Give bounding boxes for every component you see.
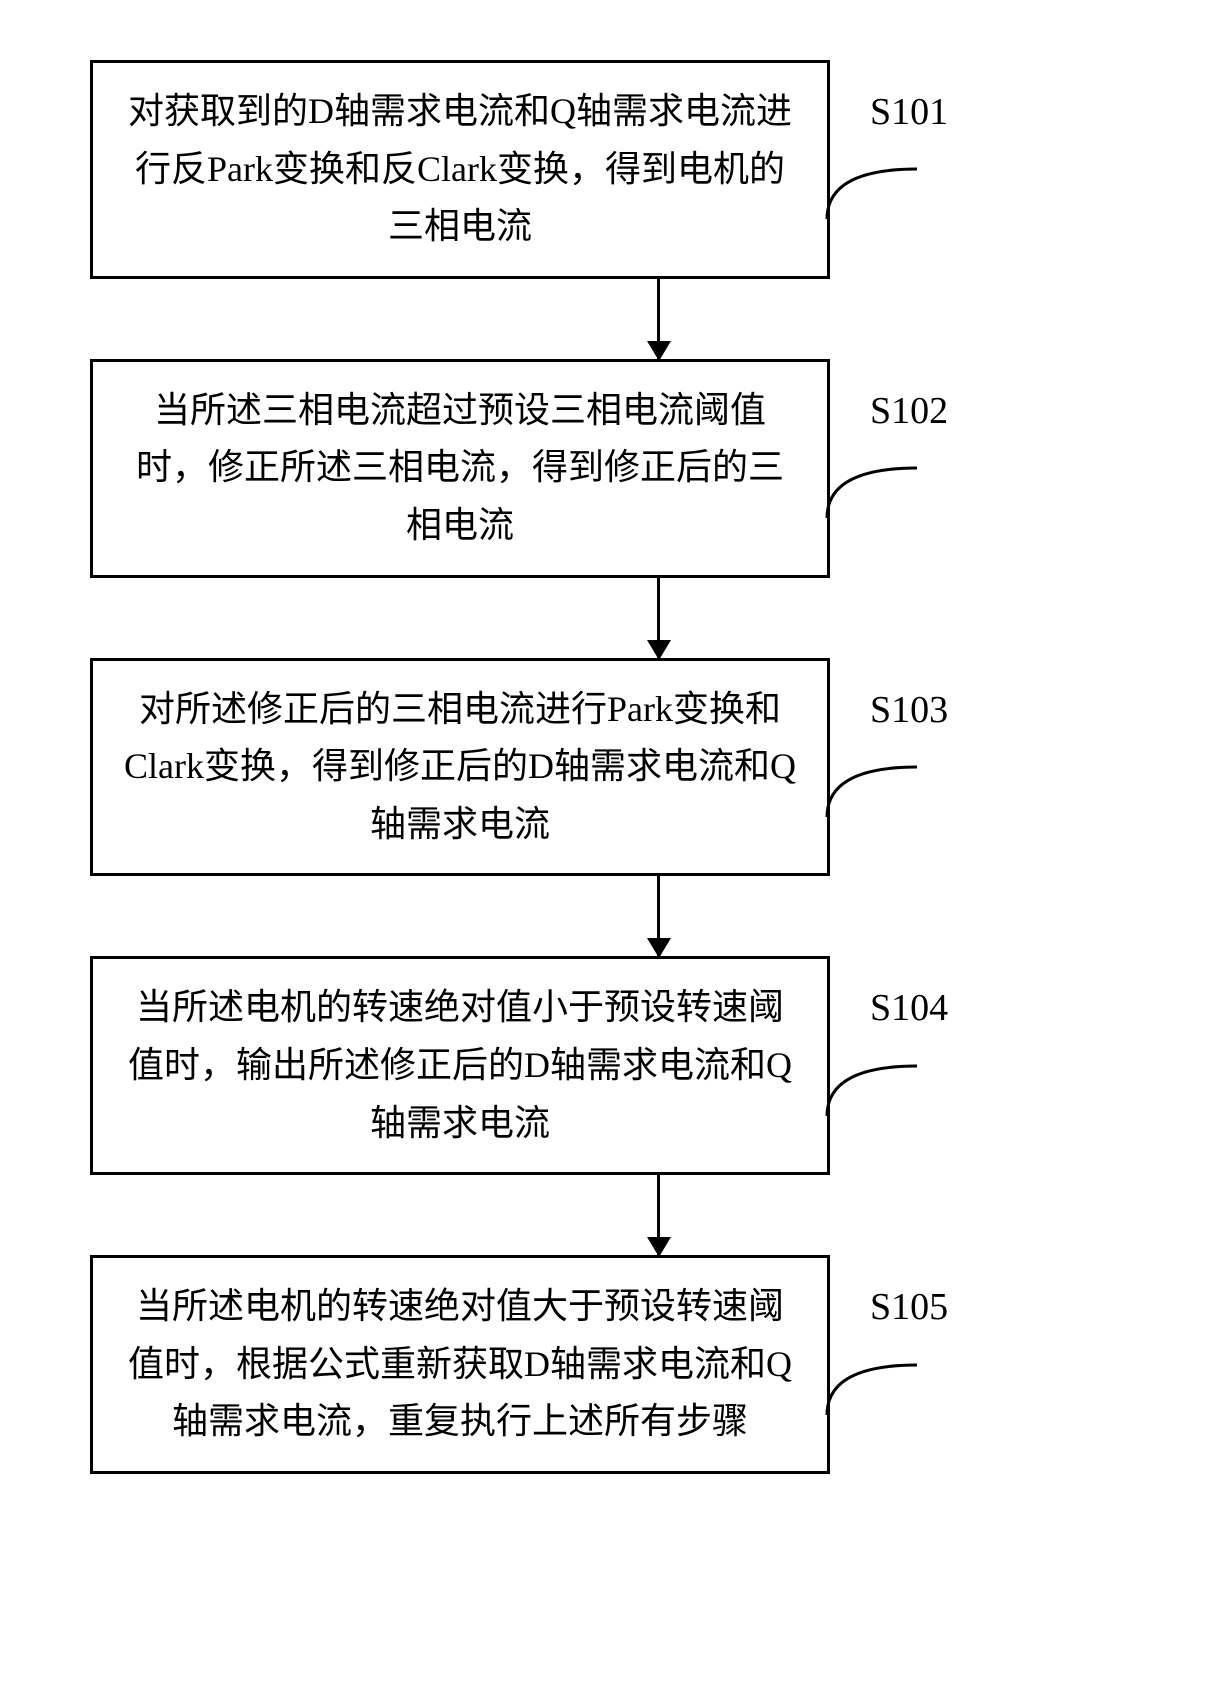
step-label: S101 [870, 90, 948, 134]
arrow-down-icon [657, 1175, 660, 1255]
step-box-s102: 当所述三相电流超过预设三相电流阈值时，修正所述三相电流，得到修正后的三相电流 [90, 359, 830, 578]
arrow-connector [0, 279, 1227, 359]
step-row-s104: 当所述电机的转速绝对值小于预设转速阈值时，输出所述修正后的D轴需求电流和Q轴需求… [0, 956, 1227, 1175]
step-row-s102: 当所述三相电流超过预设三相电流阈值时，修正所述三相电流，得到修正后的三相电流 S… [0, 359, 1227, 578]
arrow-down-icon [657, 876, 660, 956]
curve-line-icon [822, 164, 922, 224]
arrow-down-icon [657, 578, 660, 658]
arrow-connector [0, 876, 1227, 956]
step-box-s105: 当所述电机的转速绝对值大于预设转速阈值时，根据公式重新获取D轴需求电流和Q轴需求… [90, 1255, 830, 1474]
step-text: 当所述电机的转速绝对值小于预设转速阈值时，输出所述修正后的D轴需求电流和Q轴需求… [123, 979, 797, 1152]
curve-line-icon [822, 1360, 922, 1420]
step-text: 对所述修正后的三相电流进行Park变换和Clark变换，得到修正后的D轴需求电流… [123, 681, 797, 854]
step-row-s105: 当所述电机的转速绝对值大于预设转速阈值时，根据公式重新获取D轴需求电流和Q轴需求… [0, 1255, 1227, 1474]
arrow-down-icon [657, 279, 660, 359]
step-label: S104 [870, 986, 948, 1030]
arrow-connector [0, 578, 1227, 658]
arrow-connector [0, 1175, 1227, 1255]
step-text: 当所述电机的转速绝对值大于预设转速阈值时，根据公式重新获取D轴需求电流和Q轴需求… [123, 1278, 797, 1451]
step-label: S103 [870, 688, 948, 732]
step-box-s101: 对获取到的D轴需求电流和Q轴需求电流进行反Park变换和反Clark变换，得到电… [90, 60, 830, 279]
curve-line-icon [822, 463, 922, 523]
curve-line-icon [822, 762, 922, 822]
step-text: 对获取到的D轴需求电流和Q轴需求电流进行反Park变换和反Clark变换，得到电… [123, 83, 797, 256]
flowchart-container: 对获取到的D轴需求电流和Q轴需求电流进行反Park变换和反Clark变换，得到电… [0, 60, 1227, 1474]
step-row-s103: 对所述修正后的三相电流进行Park变换和Clark变换，得到修正后的D轴需求电流… [0, 658, 1227, 877]
step-text: 当所述三相电流超过预设三相电流阈值时，修正所述三相电流，得到修正后的三相电流 [123, 382, 797, 555]
step-row-s101: 对获取到的D轴需求电流和Q轴需求电流进行反Park变换和反Clark变换，得到电… [0, 60, 1227, 279]
step-box-s104: 当所述电机的转速绝对值小于预设转速阈值时，输出所述修正后的D轴需求电流和Q轴需求… [90, 956, 830, 1175]
step-box-s103: 对所述修正后的三相电流进行Park变换和Clark变换，得到修正后的D轴需求电流… [90, 658, 830, 877]
curve-line-icon [822, 1061, 922, 1121]
step-label: S105 [870, 1285, 948, 1329]
step-label: S102 [870, 389, 948, 433]
